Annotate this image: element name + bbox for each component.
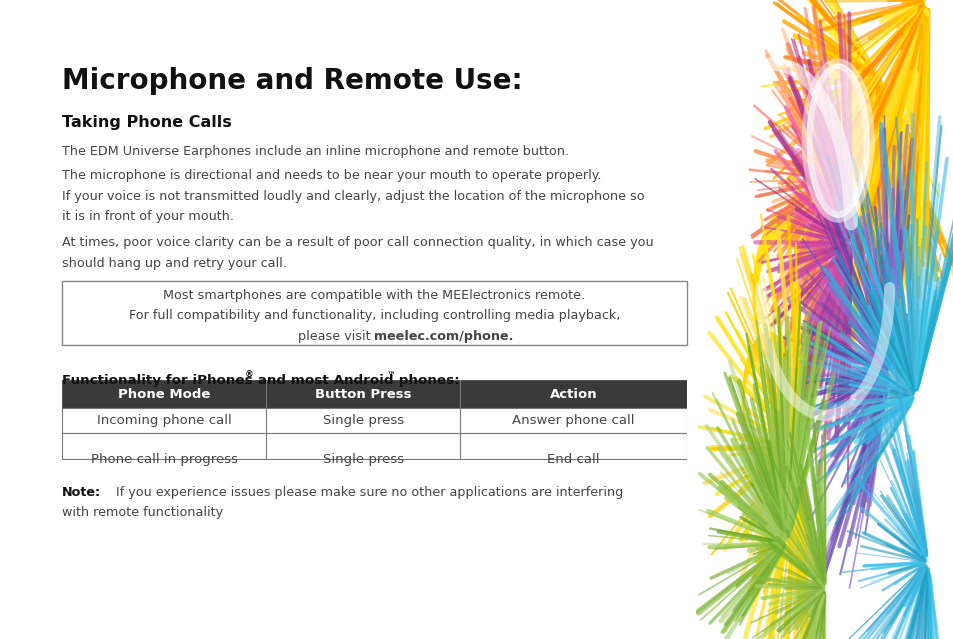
Text: it is in front of your mouth.: it is in front of your mouth. <box>62 210 233 223</box>
Text: For full compatibility and functionality, including controlling media playback,: For full compatibility and functionality… <box>129 309 619 322</box>
Text: meelec.com/phone.: meelec.com/phone. <box>374 330 514 343</box>
Polygon shape <box>806 64 868 217</box>
Text: End call: End call <box>547 452 599 466</box>
Text: ®: ® <box>245 371 253 380</box>
Text: Answer phone call: Answer phone call <box>512 414 634 427</box>
Text: At times, poor voice clarity can be a result of poor call connection quality, in: At times, poor voice clarity can be a re… <box>62 236 653 249</box>
Text: Most smartphones are compatible with the MEElectronics remote.: Most smartphones are compatible with the… <box>163 289 585 302</box>
Bar <box>62 380 686 408</box>
Text: Single press: Single press <box>322 452 403 466</box>
Text: please visit: please visit <box>297 330 374 343</box>
Text: The microphone is directional and needs to be near your mouth to operate properl: The microphone is directional and needs … <box>62 169 601 182</box>
Text: The EDM Universe Earphones include an inline microphone and remote button.: The EDM Universe Earphones include an in… <box>62 145 569 158</box>
Text: If your voice is not transmitted loudly and clearly, adjust the location of the : If your voice is not transmitted loudly … <box>62 190 644 203</box>
Text: Taking Phone Calls: Taking Phone Calls <box>62 115 232 130</box>
Text: Single press: Single press <box>322 414 403 427</box>
Circle shape <box>744 358 781 447</box>
Circle shape <box>752 211 820 377</box>
Text: Incoming phone call: Incoming phone call <box>97 414 232 427</box>
Text: Button Press: Button Press <box>314 387 411 401</box>
Text: phones:: phones: <box>394 374 459 387</box>
Circle shape <box>758 243 803 358</box>
Circle shape <box>742 332 794 460</box>
Text: If you experience issues please make sure no other applications are interfering: If you experience issues please make sur… <box>112 486 622 498</box>
Text: Action: Action <box>549 387 597 401</box>
Text: Note:: Note: <box>62 486 101 498</box>
Text: should hang up and retry your call.: should hang up and retry your call. <box>62 257 287 270</box>
Text: Phone call in progress: Phone call in progress <box>91 452 237 466</box>
Text: Functionality for iPhones: Functionality for iPhones <box>62 374 253 387</box>
Text: with remote functionality: with remote functionality <box>62 506 223 519</box>
Text: Phone Mode: Phone Mode <box>118 387 211 401</box>
Text: and most Android: and most Android <box>253 374 393 387</box>
Text: Microphone and Remote Use:: Microphone and Remote Use: <box>62 67 522 95</box>
Text: ™: ™ <box>386 371 395 380</box>
Bar <box>62 433 686 459</box>
Bar <box>62 408 686 433</box>
